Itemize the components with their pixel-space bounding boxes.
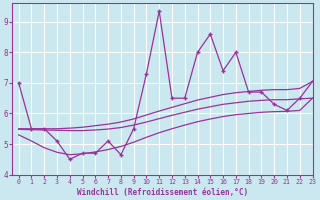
X-axis label: Windchill (Refroidissement éolien,°C): Windchill (Refroidissement éolien,°C) (77, 188, 248, 197)
